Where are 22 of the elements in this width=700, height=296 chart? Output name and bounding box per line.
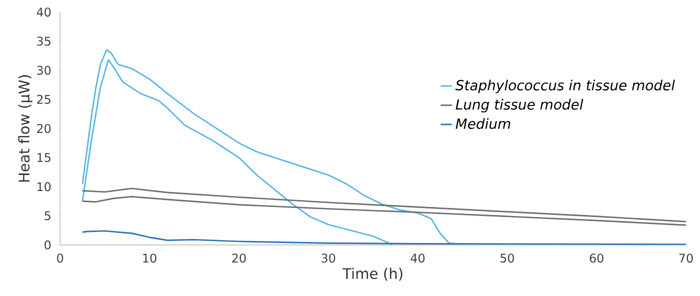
- x-tick-label: 40: [410, 254, 425, 263]
- y-axis-title: Heat flow (µW): [18, 75, 32, 182]
- x-tick-label: 30: [322, 254, 336, 263]
- y-tick-label: 25: [37, 94, 50, 104]
- y-tick-label: 40: [36, 8, 51, 17]
- y-tick-label: 0: [44, 240, 51, 250]
- x-tick-label: 20: [232, 254, 246, 263]
- x-tick-label: 0: [57, 254, 64, 263]
- y-tick-label: 35: [37, 36, 50, 46]
- x-axis-title: Time (h): [342, 268, 402, 281]
- x-tick-label: 60: [590, 254, 604, 263]
- y-tick-label: 15: [38, 153, 50, 162]
- y-tick-label: 30: [37, 66, 51, 75]
- y-tick-label: 20: [37, 124, 51, 134]
- x-tick-label: 10: [143, 254, 156, 263]
- y-tick-label: 5: [44, 211, 50, 220]
- legend-label: Medium: [456, 118, 510, 129]
- legend-label: Lung tissue model: [456, 98, 584, 112]
- x-tick-label: 50: [500, 254, 514, 263]
- legend-label: Staphylococcus in tissue model: [455, 80, 675, 94]
- x-tick-label: 70: [679, 254, 693, 263]
- y-tick-label: 10: [38, 182, 51, 192]
